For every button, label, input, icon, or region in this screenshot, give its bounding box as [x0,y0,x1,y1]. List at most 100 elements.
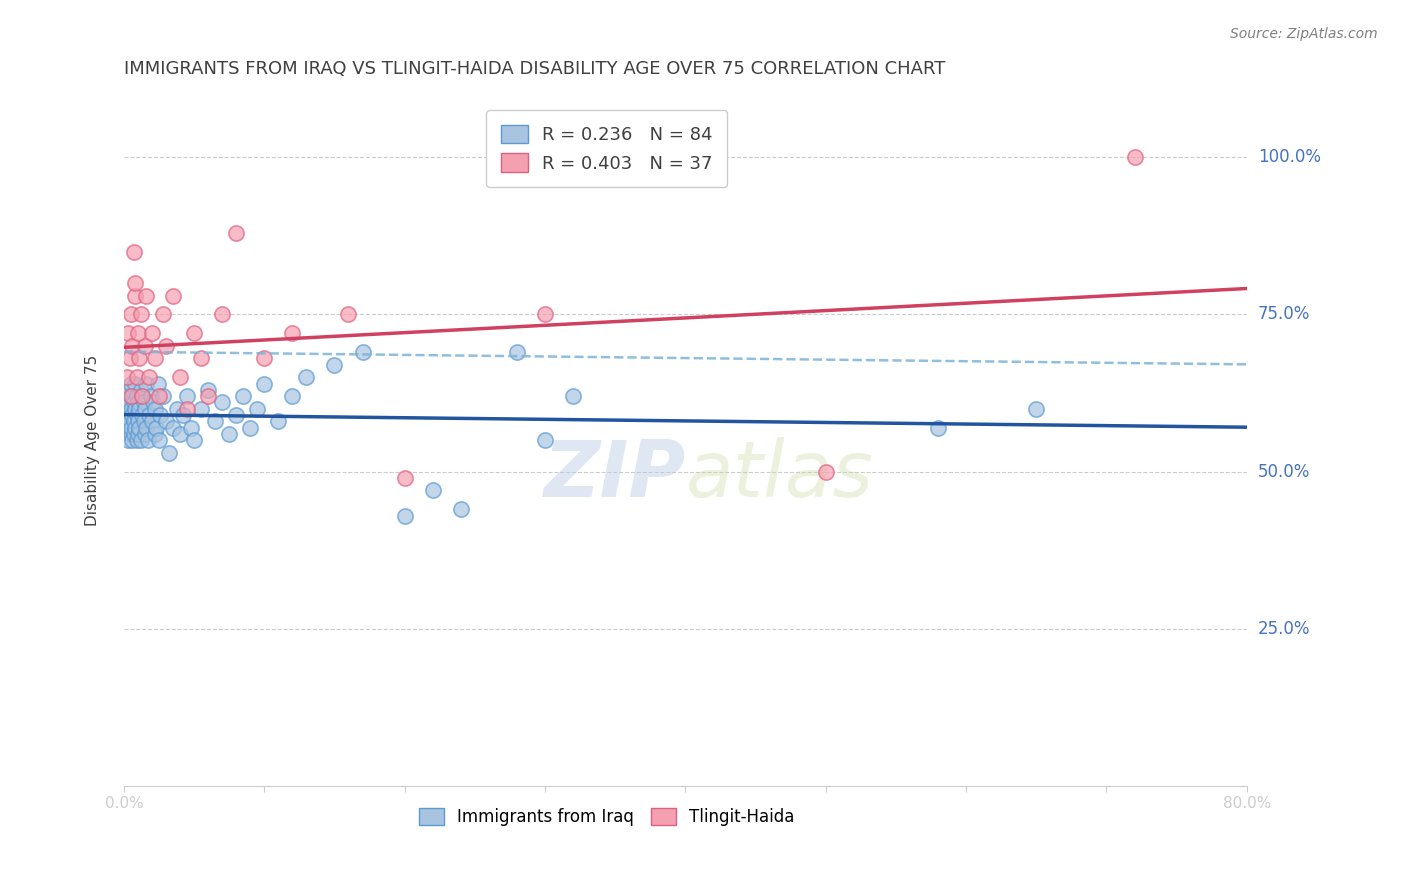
Point [143,426,166,441]
Point [534,307,557,321]
Legend: Immigrants from Iraq, Tlingit-Haida: Immigrants from Iraq, Tlingit-Haida [412,801,801,833]
Point [135,288,157,302]
Point [534,433,557,447]
Point [138,370,160,384]
Point [121,339,143,353]
Point [239,420,262,434]
Point [134,401,156,416]
Point [115,414,138,428]
Point [927,420,949,434]
Point [197,389,219,403]
Point [281,326,304,341]
Point [148,389,170,403]
Point [120,307,142,321]
Point [218,426,240,441]
Point [132,414,155,428]
Point [450,502,472,516]
Point [134,339,156,353]
Point [422,483,444,498]
Point [135,420,157,434]
Point [132,395,155,409]
Point [115,370,138,384]
Point [162,420,184,434]
Point [124,376,146,391]
Point [122,395,145,409]
Point [176,401,198,416]
Point [131,389,153,403]
Point [267,414,290,428]
Point [232,389,254,403]
Point [117,433,139,447]
Point [253,351,276,366]
Text: 50.0%: 50.0% [1258,463,1310,481]
Point [146,376,169,391]
Point [141,414,163,428]
Point [115,389,138,403]
Point [117,326,139,341]
Point [323,358,346,372]
Point [122,426,145,441]
Point [120,376,142,391]
Y-axis label: Disability Age Over 75: Disability Age Over 75 [86,354,100,525]
Point [352,345,374,359]
Point [118,414,141,428]
Text: 100.0%: 100.0% [1258,148,1322,166]
Point [155,339,177,353]
Point [190,351,212,366]
Point [281,389,304,403]
Point [176,389,198,403]
Point [180,420,202,434]
Point [129,433,152,447]
Text: 75.0%: 75.0% [1258,305,1310,324]
Point [225,408,247,422]
Point [120,401,142,416]
Point [139,389,162,403]
Point [143,401,166,416]
Point [162,288,184,302]
Point [169,370,191,384]
Point [128,401,150,416]
Point [118,351,141,366]
Point [127,414,149,428]
Point [118,383,141,397]
Point [142,395,165,409]
Point [814,465,837,479]
Point [295,370,318,384]
Point [118,395,141,409]
Point [136,433,159,447]
Point [183,326,205,341]
Point [246,401,269,416]
Text: atlas: atlas [685,437,873,513]
Text: Source: ZipAtlas.com: Source: ZipAtlas.com [1230,27,1378,41]
Point [124,276,146,290]
Point [166,401,188,416]
Point [120,389,142,403]
Point [141,326,163,341]
Point [145,420,167,434]
Point [152,307,174,321]
Text: ZIP: ZIP [543,437,685,513]
Point [394,508,416,523]
Point [129,307,152,321]
Point [204,414,226,428]
Point [114,420,136,434]
Point [124,401,146,416]
Point [135,376,157,391]
Point [120,426,142,441]
Point [117,408,139,422]
Point [190,401,212,416]
Point [157,445,180,459]
Point [125,389,148,403]
Point [121,408,143,422]
Point [127,326,149,341]
Point [125,370,148,384]
Point [121,389,143,403]
Point [562,389,585,403]
Point [131,408,153,422]
Point [121,433,143,447]
Point [124,420,146,434]
Point [131,389,153,403]
Point [117,401,139,416]
Point [129,383,152,397]
Point [183,433,205,447]
